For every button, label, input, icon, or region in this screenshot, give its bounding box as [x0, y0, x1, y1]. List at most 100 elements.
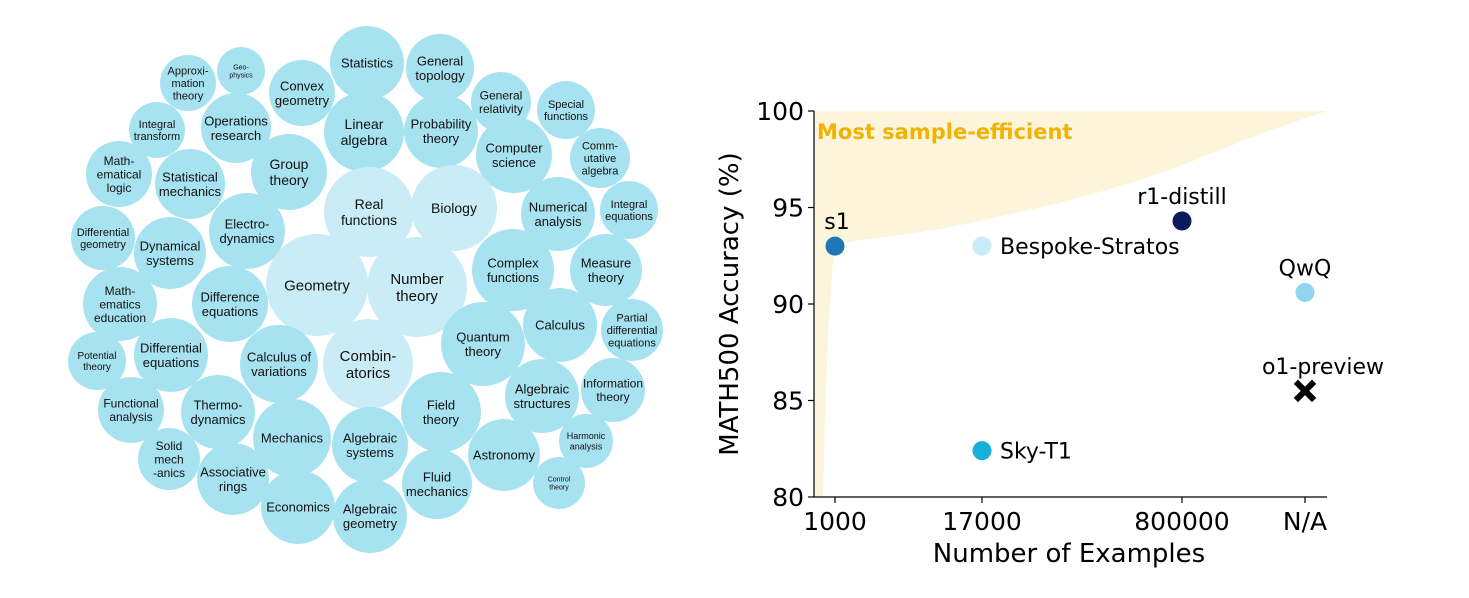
- topic-bubble-numerical-analysis: Numerical analysis: [521, 177, 595, 251]
- topic-label: Combin-atorics: [340, 348, 397, 382]
- topic-bubble-algebraic-systems: Algebraic systems: [332, 407, 408, 483]
- x-tick-label: 17000: [942, 507, 1022, 536]
- y-tick-label: 85: [772, 387, 804, 416]
- topic-bubble-statistics: Statistics: [330, 26, 404, 100]
- y-tick-label: 80: [772, 483, 804, 512]
- topic-bubble-math-ematics-education: Math-ematics education: [83, 267, 157, 341]
- topic-bubble-algebraic-structures: Algebraic structures: [505, 359, 579, 433]
- topic-label: Numerical analysis: [529, 199, 588, 229]
- y-tick-label: 100: [756, 97, 804, 126]
- topic-bubble-geo-physics: Geo-physics: [217, 47, 265, 95]
- topic-bubble-operations-research: Operations research: [201, 93, 271, 163]
- topic-label: Difference equations: [200, 289, 259, 319]
- topic-label: Differential geometry: [77, 227, 129, 251]
- topic-label: Algebraic structures: [513, 381, 571, 411]
- topic-label: Geo-physics: [229, 65, 253, 80]
- point-label: o1-preview: [1262, 355, 1384, 380]
- topic-bubble-potential-theory: Potential theory: [68, 332, 126, 390]
- topic-label: Complex functions: [487, 255, 540, 285]
- efficiency-frontier-region: [814, 111, 1327, 497]
- point-marker: [972, 236, 992, 256]
- topic-bubble-probability-theory: Probability theory: [404, 94, 478, 168]
- topic-bubble-chart: Statistics General topology Approxi-mation t…: [68, 26, 663, 553]
- topic-label: Differential equations: [140, 340, 202, 370]
- topic-bubble-economics: Economics: [261, 470, 335, 544]
- point-marker: [1295, 282, 1315, 302]
- topic-bubble-field-theory: Field theory: [401, 372, 481, 452]
- topic-bubble-computer-science: Computer science: [476, 117, 552, 193]
- topic-bubble-dynamical-systems: Dynamical systems: [134, 217, 206, 289]
- topic-bubble-linear-algebra: Linear algebra: [324, 92, 404, 172]
- topic-bubble-differential-equations: Differential equations: [134, 318, 208, 392]
- topic-bubble-calculus: Calculus: [523, 288, 597, 362]
- topic-bubble-convex-geometry: Convex geometry: [269, 60, 335, 126]
- point-marker: [825, 236, 845, 256]
- x-tick-label: 1000: [803, 507, 867, 536]
- topic-bubble-integral-transform: Integral transform: [129, 102, 185, 158]
- topic-label: General relativity: [479, 89, 523, 116]
- topic-label: Field theory: [423, 397, 460, 427]
- topic-bubble-fluid-mechanics: Fluid mechanics: [402, 449, 472, 519]
- point-marker: [972, 441, 992, 461]
- topic-label: Solid mech -anics: [153, 439, 185, 480]
- topic-bubble-math-ematical-logic: Math-ematical logic: [86, 141, 152, 207]
- topic-label: Thermo-dynamics: [191, 397, 246, 427]
- topic-label: Fluid mechanics: [406, 469, 469, 499]
- topic-label: Real functions: [341, 196, 397, 228]
- topic-bubble-geometry: Geometry: [266, 234, 368, 336]
- topic-label: General topology: [415, 53, 465, 83]
- topic-label: Algebraic systems: [343, 430, 398, 460]
- topic-bubble-group-theory: Group theory: [251, 134, 327, 210]
- point-o1-preview: o1-preview: [1262, 355, 1384, 403]
- point-sky-t1: Sky-T1: [972, 440, 1072, 465]
- point-label: r1-distill: [1137, 185, 1226, 210]
- topic-label: Integral equations: [605, 199, 653, 223]
- x-tick-label: 800000: [1134, 507, 1229, 536]
- topic-bubble-general-topology: General topology: [406, 34, 474, 102]
- topic-label: Astronomy: [473, 448, 536, 463]
- topic-label: Dynamical systems: [140, 238, 201, 268]
- topic-bubble-information-theory: Information theory: [581, 358, 645, 422]
- topic-bubble-solid-mech-anics: Solid mech -anics: [138, 428, 200, 490]
- topic-label: Number theory: [390, 271, 443, 305]
- topic-label: Comm-utative algebra: [582, 141, 620, 178]
- x-axis-label: Number of Examples: [933, 539, 1205, 569]
- topic-bubble-number-theory: Number theory: [367, 237, 467, 337]
- topic-bubble-functional-analysis: Functional analysis: [98, 377, 164, 443]
- topic-label: Integral transform: [134, 119, 180, 143]
- y-tick-label: 90: [772, 290, 804, 319]
- topic-bubble-algebraic-geometry: Algebraic geometry: [333, 479, 407, 553]
- topic-label: Electro-dynamics: [220, 216, 275, 246]
- topic-label: Calculus: [535, 318, 585, 333]
- point-s1: s1: [824, 210, 850, 256]
- topic-label: Convex geometry: [275, 78, 330, 108]
- topic-label: Potential theory: [78, 351, 117, 373]
- topic-label: Calculus of variations: [247, 349, 312, 379]
- topic-label: Algebraic geometry: [343, 501, 398, 531]
- point-label: Bespoke-Stratos: [1000, 235, 1180, 260]
- topic-bubble-integral-equations: Integral equations: [600, 181, 658, 239]
- topic-label: Linear algebra: [341, 116, 388, 148]
- topic-bubble-biology: Biology: [411, 165, 497, 251]
- topic-bubble-difference-equations: Difference equations: [192, 266, 268, 342]
- topic-bubble-thermo-dynamics: Thermo-dynamics: [181, 375, 255, 449]
- topic-bubble-astronomy: Astronomy: [468, 419, 540, 491]
- topic-bubble-partial-differential-equations: Partial differential equations: [601, 299, 663, 361]
- topic-label: Information theory: [583, 377, 643, 404]
- topic-bubble-comm-utative-algebra: Comm-utative algebra: [570, 128, 630, 188]
- point-marker: [1293, 379, 1317, 403]
- topic-label: Statistical mechanics: [159, 169, 222, 199]
- point-r1-distill: r1-distill: [1137, 185, 1227, 231]
- topic-label: Geometry: [284, 277, 350, 294]
- topic-bubble-approxi-mation-theory: Approxi-mation theory: [160, 55, 216, 111]
- topic-label: Operations research: [204, 113, 268, 143]
- y-axis-label: MATH500 Accuracy (%): [715, 152, 745, 455]
- topic-bubble-special-functions: Special functions: [537, 81, 595, 139]
- topic-label: Biology: [431, 200, 477, 216]
- topic-bubble-differential-geometry: Differential geometry: [71, 206, 135, 270]
- y-tick-label: 95: [772, 194, 804, 223]
- topic-bubble-mechanics: Mechanics: [253, 399, 331, 477]
- topic-label: Math-ematics education: [94, 284, 146, 325]
- topic-label: Measure theory: [581, 255, 632, 285]
- topic-bubble-measure-theory: Measure theory: [570, 234, 642, 306]
